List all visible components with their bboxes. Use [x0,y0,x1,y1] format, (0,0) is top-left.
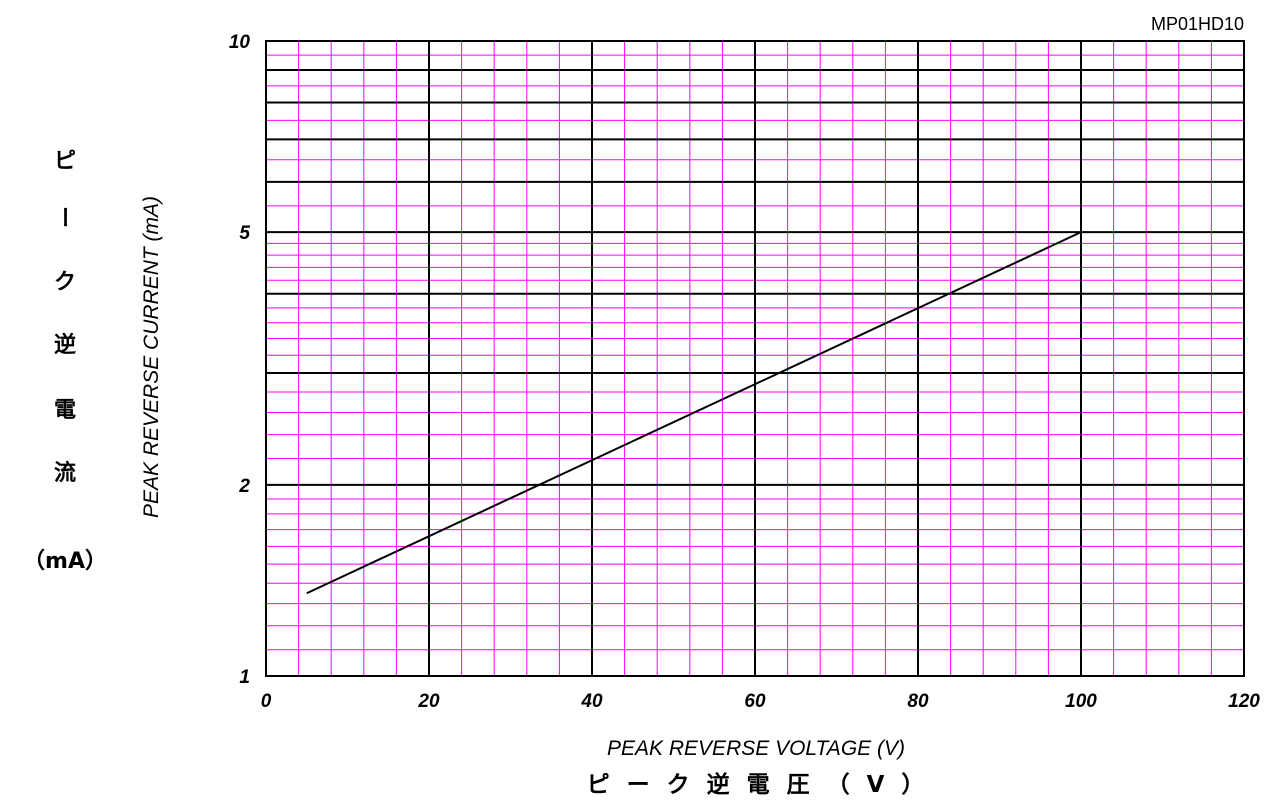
y-tick-label: 1 [239,667,250,688]
x-tick-label: 100 [1065,691,1097,712]
x-tick-label: 80 [907,691,929,712]
y-label-jp-char: ク [54,270,76,295]
major-grid [265,40,1245,677]
x-tick-label: 120 [1228,691,1260,712]
series-layer [306,231,1082,595]
y-label-jp-char: 電 [54,398,76,423]
y-tick-labels: 1 2 5 10 [229,32,251,688]
x-axis-label: PEAK REVERSE VOLTAGE (V) [607,737,905,760]
y-tick-label: 2 [238,476,250,497]
plot-frame [265,40,1245,677]
series-line [306,231,1082,595]
y-label-jp-char: 流 [54,460,76,486]
y-tick-label: 10 [229,32,251,53]
model-code: MP01HD10 [1151,14,1244,34]
y-label-jp-unit: （mA） [23,549,107,574]
y-label-jp-char: 逆 [54,332,76,358]
y-label-jp-char: ー [51,206,76,228]
x-tick-label: 60 [744,691,766,712]
x-tick-label: 0 [261,691,272,712]
y-axis-label: PEAK REVERSE CURRENT (mA) [140,196,163,518]
y-tick-label: 5 [239,223,250,244]
y-label-jp-char: ピ [54,149,76,174]
x-tick-label: 40 [580,691,603,712]
x-axis-label-jp: ピーク逆電圧（V） [587,771,942,798]
y-axis-label-jp: ピ ー ク 逆 電 流 （mA） [23,149,107,574]
x-tick-label: 20 [417,691,440,712]
x-tick-labels: 0 20 40 60 80 100 120 [261,691,1261,712]
